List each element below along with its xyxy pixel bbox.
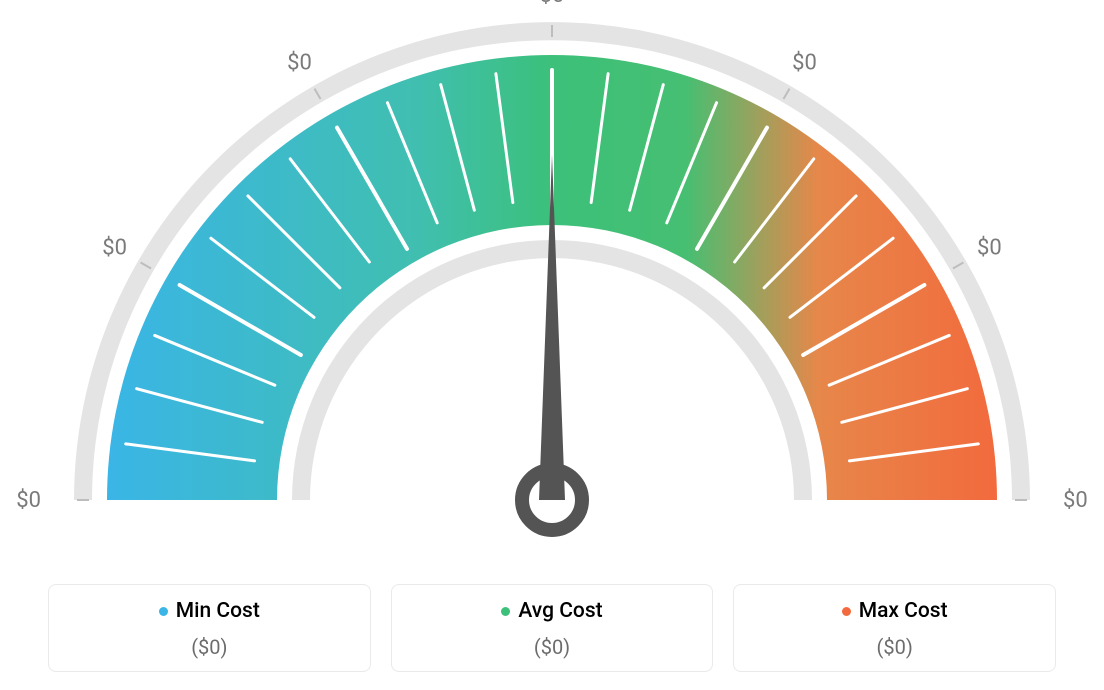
cost-gauge-chart: $0 $0 $0 $0 $0 $0 $0 Min Cost ($0) Avg Cost ($… <box>0 0 1104 690</box>
gauge-tick-label: $0 <box>102 236 127 261</box>
legend-value-min: ($0) <box>49 635 370 659</box>
legend-card-max: Max Cost ($0) <box>733 584 1056 672</box>
gauge-tick-label: $0 <box>16 488 41 513</box>
legend-label-min: Min Cost <box>176 599 260 623</box>
gauge-svg: $0 $0 $0 $0 $0 $0 $0 <box>0 0 1104 560</box>
gauge-tick-label: $0 <box>287 51 312 76</box>
legend-dot-avg <box>501 607 510 616</box>
gauge-tick-label: $0 <box>977 236 1002 261</box>
legend-dot-max <box>842 607 851 616</box>
legend-card-min: Min Cost ($0) <box>48 584 371 672</box>
gauge-tick-label: $0 <box>1063 488 1088 513</box>
legend-label-avg: Avg Cost <box>518 599 602 623</box>
legend-value-avg: ($0) <box>392 635 713 659</box>
legend-value-max: ($0) <box>734 635 1055 659</box>
legend-card-avg: Avg Cost ($0) <box>391 584 714 672</box>
gauge-tick-label: $0 <box>792 51 817 76</box>
gauge-tick-label: $0 <box>540 0 565 8</box>
legend-dot-min <box>159 607 168 616</box>
legend-row: Min Cost ($0) Avg Cost ($0) Max Cost ($0… <box>48 584 1056 672</box>
legend-label-max: Max Cost <box>859 599 948 623</box>
